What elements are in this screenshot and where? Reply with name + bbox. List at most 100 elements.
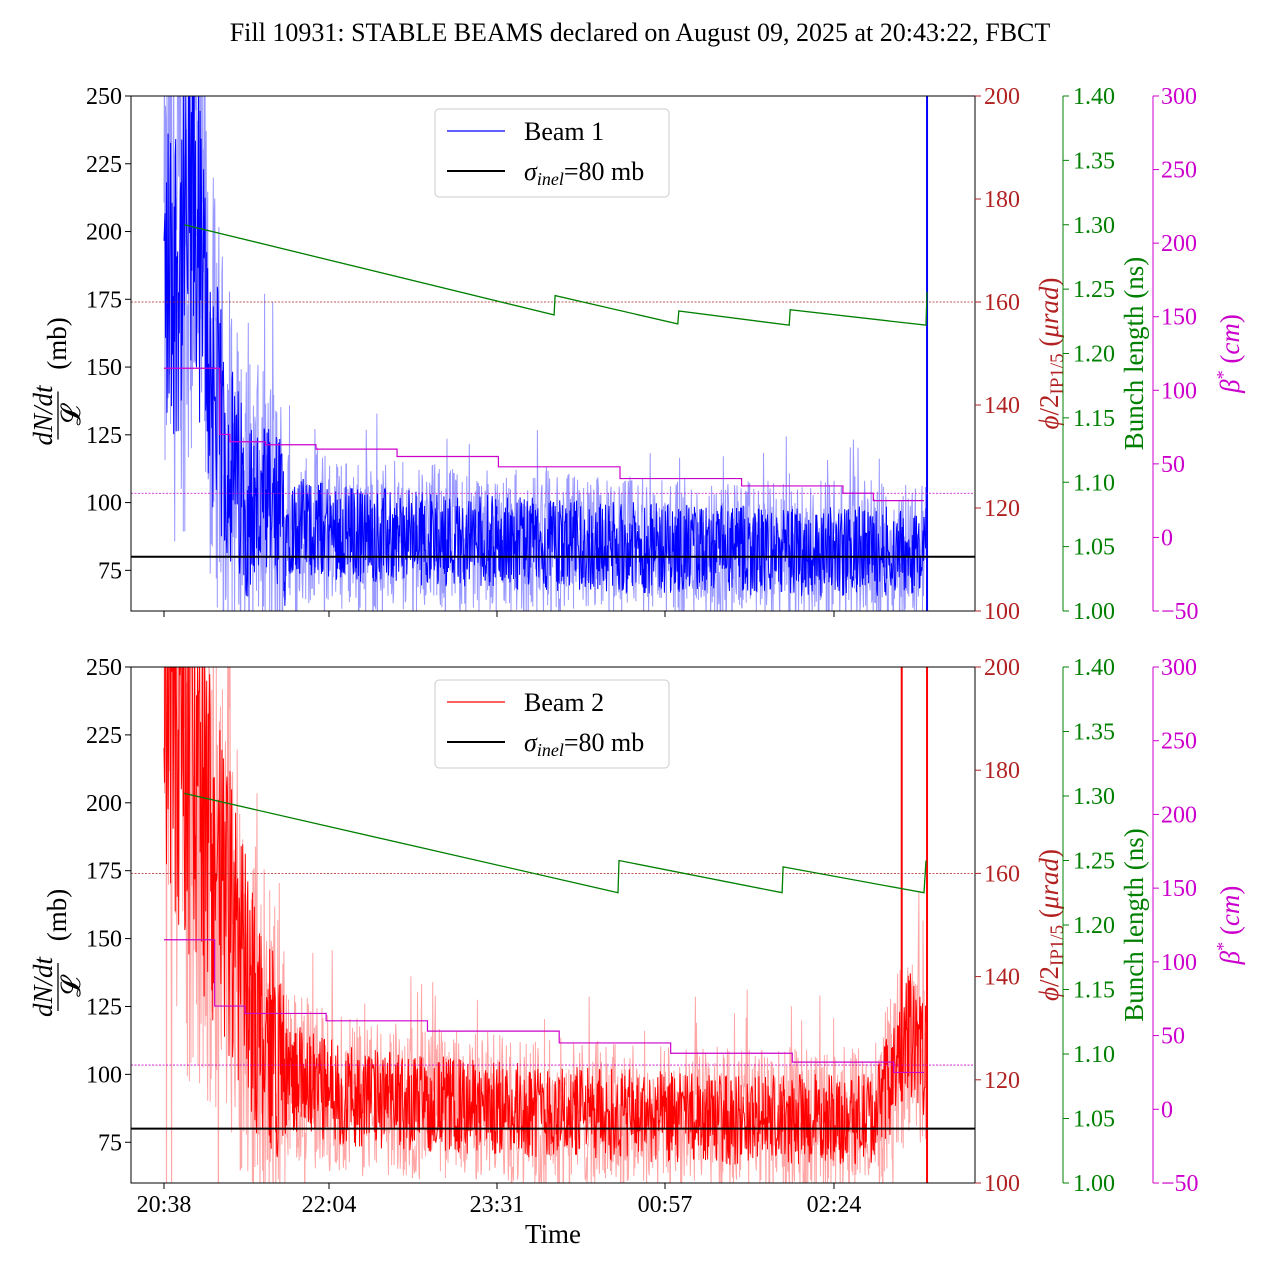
y-beta-tick-label: 50 — [1161, 1024, 1185, 1050]
y-bunch-tick-label: 1.15 — [1073, 978, 1115, 1004]
legend-beam-label: Beam 2 — [524, 688, 604, 717]
plot-frame — [130, 666, 976, 1184]
plot-frame — [130, 95, 976, 612]
y-left-tick-label: 100 — [86, 1062, 122, 1088]
y-bunch-tick-label: 1.35 — [1073, 148, 1115, 174]
y-left-tick-label: 175 — [86, 287, 122, 313]
y-beta-axis-label: β* (cm) — [1213, 314, 1245, 394]
panel-bottom: 20:38 22:04 23:31 00:57 02:24 Time 75 100 125 150… — [28, 655, 1245, 1249]
y-left-tick-label: 250 — [86, 655, 122, 681]
y-beta-tick-label: 150 — [1161, 305, 1197, 331]
y-bunch-tick-label: 1.30 — [1073, 213, 1115, 239]
y-beta-tick-label: 150 — [1161, 876, 1197, 902]
y-left-label-denominator: 𝓛 — [56, 974, 86, 997]
y-bunch-label-text: Bunch length (ns) — [1119, 257, 1149, 450]
y-left-tick-label: 125 — [86, 423, 122, 449]
y-left-tick-label: 150 — [86, 355, 122, 381]
y-beta-tick-label: −50 — [1161, 599, 1199, 625]
y-crossing-tick-label: 120 — [984, 496, 1020, 522]
y-crossing-tick-label: 200 — [984, 655, 1020, 681]
y-bunch-tick-label: 1.35 — [1073, 720, 1115, 746]
legend: Beam 1 σinel=80 mb — [434, 108, 670, 198]
y-crossing-tick-label: 120 — [984, 1068, 1020, 1094]
y-beta-tick-label: 300 — [1161, 84, 1197, 110]
y-bunch-axis-label: Bunch length (ns) — [1119, 828, 1149, 1021]
y-beta-tick-label: 300 — [1161, 655, 1197, 681]
y-crossing-tick-label: 160 — [984, 861, 1020, 887]
y-bunch-label-text: Bunch length (ns) — [1119, 828, 1149, 1021]
legend-sigma-label: σinel=80 mb — [524, 728, 644, 760]
y-bunch-tick-label: 1.20 — [1073, 913, 1115, 939]
y-beta-tick-label: 200 — [1161, 802, 1197, 828]
legend-sigma-label: σinel=80 mb — [524, 157, 644, 189]
y-beta-tick-label: 50 — [1161, 452, 1185, 478]
y-left-tick-label: 125 — [86, 994, 122, 1020]
beam-series-1 — [163, 96, 929, 611]
y-beta-tick-label: 100 — [1161, 950, 1197, 976]
y-bunch-tick-label: 1.20 — [1073, 342, 1115, 368]
y-beta-tick-label: −50 — [1161, 1171, 1199, 1197]
y-left-label-unit: (mb) — [42, 317, 72, 369]
y-left-axis-label: dN/dt𝓛 (mb) — [28, 317, 86, 445]
y-left-tick-label: 75 — [98, 1130, 122, 1156]
y-bunch-tick-label: 1.00 — [1073, 599, 1115, 625]
x-tick-label: 20:38 — [137, 1192, 192, 1218]
svg-text:β* (cm): β* (cm) — [1213, 886, 1245, 966]
y-bunch-tick-label: 1.40 — [1073, 84, 1115, 110]
y-left-label-unit: (mb) — [42, 889, 72, 941]
y-crossing-tick-label: 140 — [984, 393, 1020, 419]
svg-text:β* (cm): β* (cm) — [1213, 314, 1245, 394]
chart-title: Fill 10931: STABLE BEAMS declared on Aug… — [229, 18, 1051, 47]
y-bunch-tick-label: 1.05 — [1073, 1107, 1115, 1133]
y-crossing-tick-label: 100 — [984, 599, 1020, 625]
y-beta-tick-label: 250 — [1161, 158, 1197, 184]
y-crossing-tick-label: 180 — [984, 187, 1020, 213]
y-bunch-tick-label: 1.10 — [1073, 470, 1115, 496]
y-crossing-tick-label: 160 — [984, 290, 1020, 316]
y-bunch-tick-label: 1.00 — [1073, 1171, 1115, 1197]
y-beta-tick-label: 0 — [1161, 525, 1173, 551]
bunch-length-line — [184, 792, 927, 894]
y-bunch-tick-label: 1.10 — [1073, 1042, 1115, 1068]
y-left-tick-label: 200 — [86, 220, 122, 246]
y-bunch-tick-label: 1.25 — [1073, 849, 1115, 875]
y-crossing-tick-label: 180 — [984, 758, 1020, 784]
y-left-tick-label: 225 — [86, 152, 122, 178]
y-beta-axis-label: β* (cm) — [1213, 886, 1245, 966]
y-left-tick-label: 175 — [86, 859, 122, 885]
y-left-tick-label: 225 — [86, 723, 122, 749]
y-left-tick-label: 250 — [86, 84, 122, 110]
y-bunch-tick-label: 1.25 — [1073, 277, 1115, 303]
y-beta-tick-label: 0 — [1161, 1097, 1173, 1123]
beta-star-line — [164, 367, 924, 502]
panel-top: 75 100 125 150 175 200 225 250 dN/dt𝓛 (mb) 100 120 1… — [28, 84, 1245, 625]
legend: Beam 2 σinel=80 mb — [434, 679, 670, 769]
beam-light-trace — [163, 667, 927, 1183]
beam-trace — [163, 96, 927, 606]
y-beta-tick-label: 100 — [1161, 378, 1197, 404]
x-tick-label: 23:31 — [470, 1192, 525, 1218]
y-left-label-denominator: 𝓛 — [56, 402, 86, 425]
y-left-tick-label: 200 — [86, 791, 122, 817]
y-left-tick-label: 150 — [86, 927, 122, 953]
y-crossing-tick-label: 200 — [984, 84, 1020, 110]
y-bunch-axis-label: Bunch length (ns) — [1119, 257, 1149, 450]
y-bunch-tick-label: 1.15 — [1073, 406, 1115, 432]
x-tick-label: 22:04 — [302, 1192, 357, 1218]
y-left-tick-label: 75 — [98, 558, 122, 584]
y-bunch-tick-label: 1.30 — [1073, 784, 1115, 810]
x-tick-label: 00:57 — [638, 1192, 693, 1218]
y-beta-tick-label: 200 — [1161, 231, 1197, 257]
y-left-tick-label: 100 — [86, 491, 122, 517]
legend-beam-label: Beam 1 — [524, 117, 604, 146]
beam-series-2 — [163, 667, 929, 1183]
svg-text:ϕ/2IP1/5 (μrad): ϕ/2IP1/5 (μrad) — [1034, 278, 1068, 430]
beta-star-line — [164, 939, 924, 1074]
y-bunch-tick-label: 1.40 — [1073, 655, 1115, 681]
y-beta-tick-label: 250 — [1161, 729, 1197, 755]
y-crossing-tick-label: 140 — [984, 965, 1020, 991]
y-left-label-numerator: dN/dt — [28, 384, 58, 446]
x-axis-label: Time — [525, 1219, 581, 1249]
y-bunch-tick-label: 1.05 — [1073, 535, 1115, 561]
